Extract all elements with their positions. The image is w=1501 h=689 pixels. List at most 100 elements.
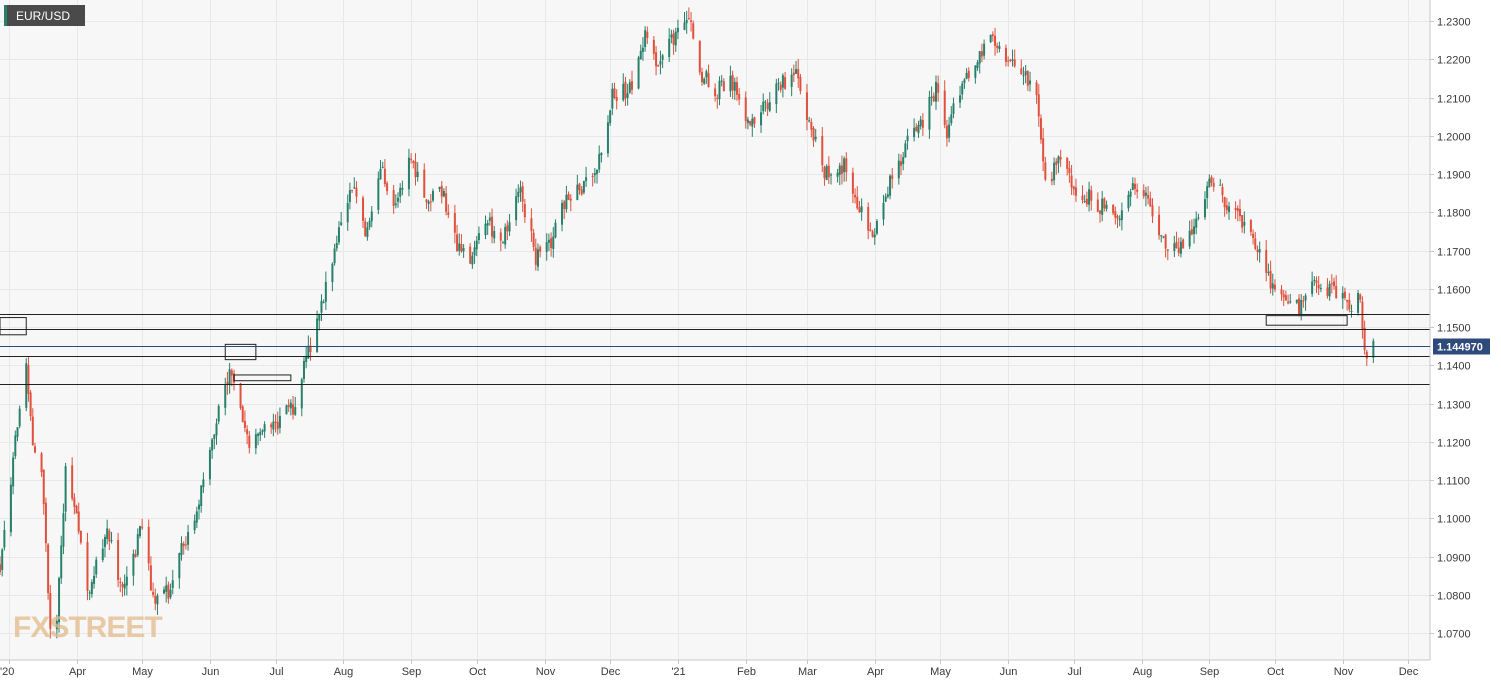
candle-body bbox=[1164, 234, 1167, 249]
candle-body bbox=[425, 199, 428, 203]
candle-body bbox=[211, 439, 214, 451]
candle-body bbox=[735, 82, 738, 95]
candle-body bbox=[569, 198, 572, 201]
candle-body bbox=[1066, 157, 1069, 169]
candle-body bbox=[628, 82, 631, 93]
y-tick-label: 1.1000 bbox=[1437, 514, 1471, 526]
candle-body bbox=[875, 221, 878, 234]
candle-body bbox=[278, 416, 281, 428]
candle-body bbox=[27, 365, 30, 394]
candle-body bbox=[593, 172, 596, 176]
candle-body bbox=[1090, 190, 1093, 201]
candle-body bbox=[718, 80, 721, 100]
candle-body bbox=[687, 18, 690, 20]
candle-body bbox=[165, 585, 168, 592]
candle-body bbox=[1147, 194, 1150, 199]
candle-body bbox=[983, 43, 986, 56]
candle-body bbox=[322, 302, 325, 304]
candle-body bbox=[805, 92, 808, 120]
candle-body bbox=[823, 166, 826, 179]
candle-body bbox=[792, 72, 795, 76]
candle-body bbox=[996, 45, 999, 48]
candle-body bbox=[1236, 208, 1239, 212]
candle-body bbox=[187, 532, 190, 545]
symbol-label: EUR/USD bbox=[16, 9, 70, 23]
candle-body bbox=[289, 402, 292, 409]
candle-body bbox=[224, 384, 227, 408]
candle-body bbox=[729, 75, 732, 92]
candle-body bbox=[493, 231, 496, 239]
candle-body bbox=[110, 540, 113, 542]
y-tick-label: 1.1200 bbox=[1437, 438, 1471, 450]
candle-body bbox=[440, 185, 443, 197]
candle-body bbox=[869, 229, 872, 232]
candle-body bbox=[261, 430, 264, 432]
candle-body bbox=[386, 183, 389, 192]
candle-body bbox=[486, 222, 489, 226]
candle-body bbox=[1361, 301, 1364, 329]
candle-body bbox=[1243, 221, 1246, 226]
candle-body bbox=[407, 157, 410, 190]
candle-body bbox=[827, 165, 830, 178]
candle-body bbox=[760, 112, 763, 126]
candle-body bbox=[1282, 294, 1285, 298]
symbol-badge[interactable]: EUR/USD bbox=[4, 5, 85, 26]
candle-body bbox=[171, 580, 174, 588]
candle-body bbox=[994, 35, 997, 46]
candle-body bbox=[1151, 205, 1154, 217]
candle-body bbox=[1070, 175, 1073, 188]
candle-body bbox=[631, 81, 634, 90]
y-tick-label: 1.1900 bbox=[1437, 170, 1471, 182]
candle-body bbox=[1004, 47, 1007, 62]
candle-body bbox=[600, 152, 603, 156]
candle-body bbox=[670, 34, 673, 38]
candle-body bbox=[1254, 238, 1257, 249]
candle-body bbox=[18, 408, 21, 427]
candle-body bbox=[1330, 283, 1333, 285]
horizontal-levels bbox=[0, 314, 1430, 385]
candle-body bbox=[945, 125, 948, 139]
last-price-badge bbox=[1433, 338, 1490, 355]
y-tick-label: 1.1100 bbox=[1437, 476, 1470, 488]
candle-body bbox=[661, 55, 664, 60]
candle-body bbox=[1009, 59, 1012, 61]
candle-body bbox=[731, 74, 734, 91]
candle-body bbox=[1212, 182, 1215, 187]
candle-body bbox=[950, 114, 953, 124]
candle-body bbox=[766, 102, 769, 110]
candle-body bbox=[532, 232, 535, 248]
candle-body bbox=[1149, 198, 1152, 207]
candle-body bbox=[169, 589, 172, 598]
candle-body bbox=[154, 595, 157, 604]
candle-body bbox=[394, 203, 397, 206]
x-tick-label: Jun bbox=[1000, 666, 1018, 678]
last-price-label: 1.144970 bbox=[1437, 342, 1483, 354]
candle-body bbox=[714, 88, 717, 97]
candle-body bbox=[1265, 249, 1268, 273]
candle-body bbox=[884, 196, 887, 202]
candle-body bbox=[1221, 186, 1224, 196]
candle-body bbox=[47, 544, 50, 594]
candle-body bbox=[1197, 217, 1200, 219]
zone-box bbox=[0, 317, 27, 336]
candle-body bbox=[453, 213, 456, 233]
candle-body bbox=[488, 217, 491, 221]
candle-body bbox=[75, 505, 78, 514]
candle-body bbox=[335, 242, 338, 249]
candle-body bbox=[830, 174, 833, 176]
candle-body bbox=[1029, 80, 1032, 85]
candle-body bbox=[274, 421, 277, 423]
candle-body bbox=[62, 513, 65, 547]
candle-body bbox=[624, 81, 627, 99]
candle-body bbox=[12, 457, 15, 487]
candle-body bbox=[580, 189, 583, 195]
y-tick-label: 1.1800 bbox=[1437, 208, 1471, 220]
candle-body bbox=[974, 65, 977, 78]
candle-body bbox=[60, 545, 63, 579]
candle-body bbox=[860, 206, 863, 213]
y-tick-label: 1.0900 bbox=[1437, 553, 1471, 565]
candle-body bbox=[797, 68, 800, 79]
candle-body bbox=[915, 126, 918, 132]
candle-body bbox=[775, 83, 778, 105]
